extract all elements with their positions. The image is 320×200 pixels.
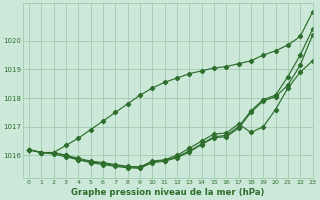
X-axis label: Graphe pression niveau de la mer (hPa): Graphe pression niveau de la mer (hPa)	[71, 188, 264, 197]
